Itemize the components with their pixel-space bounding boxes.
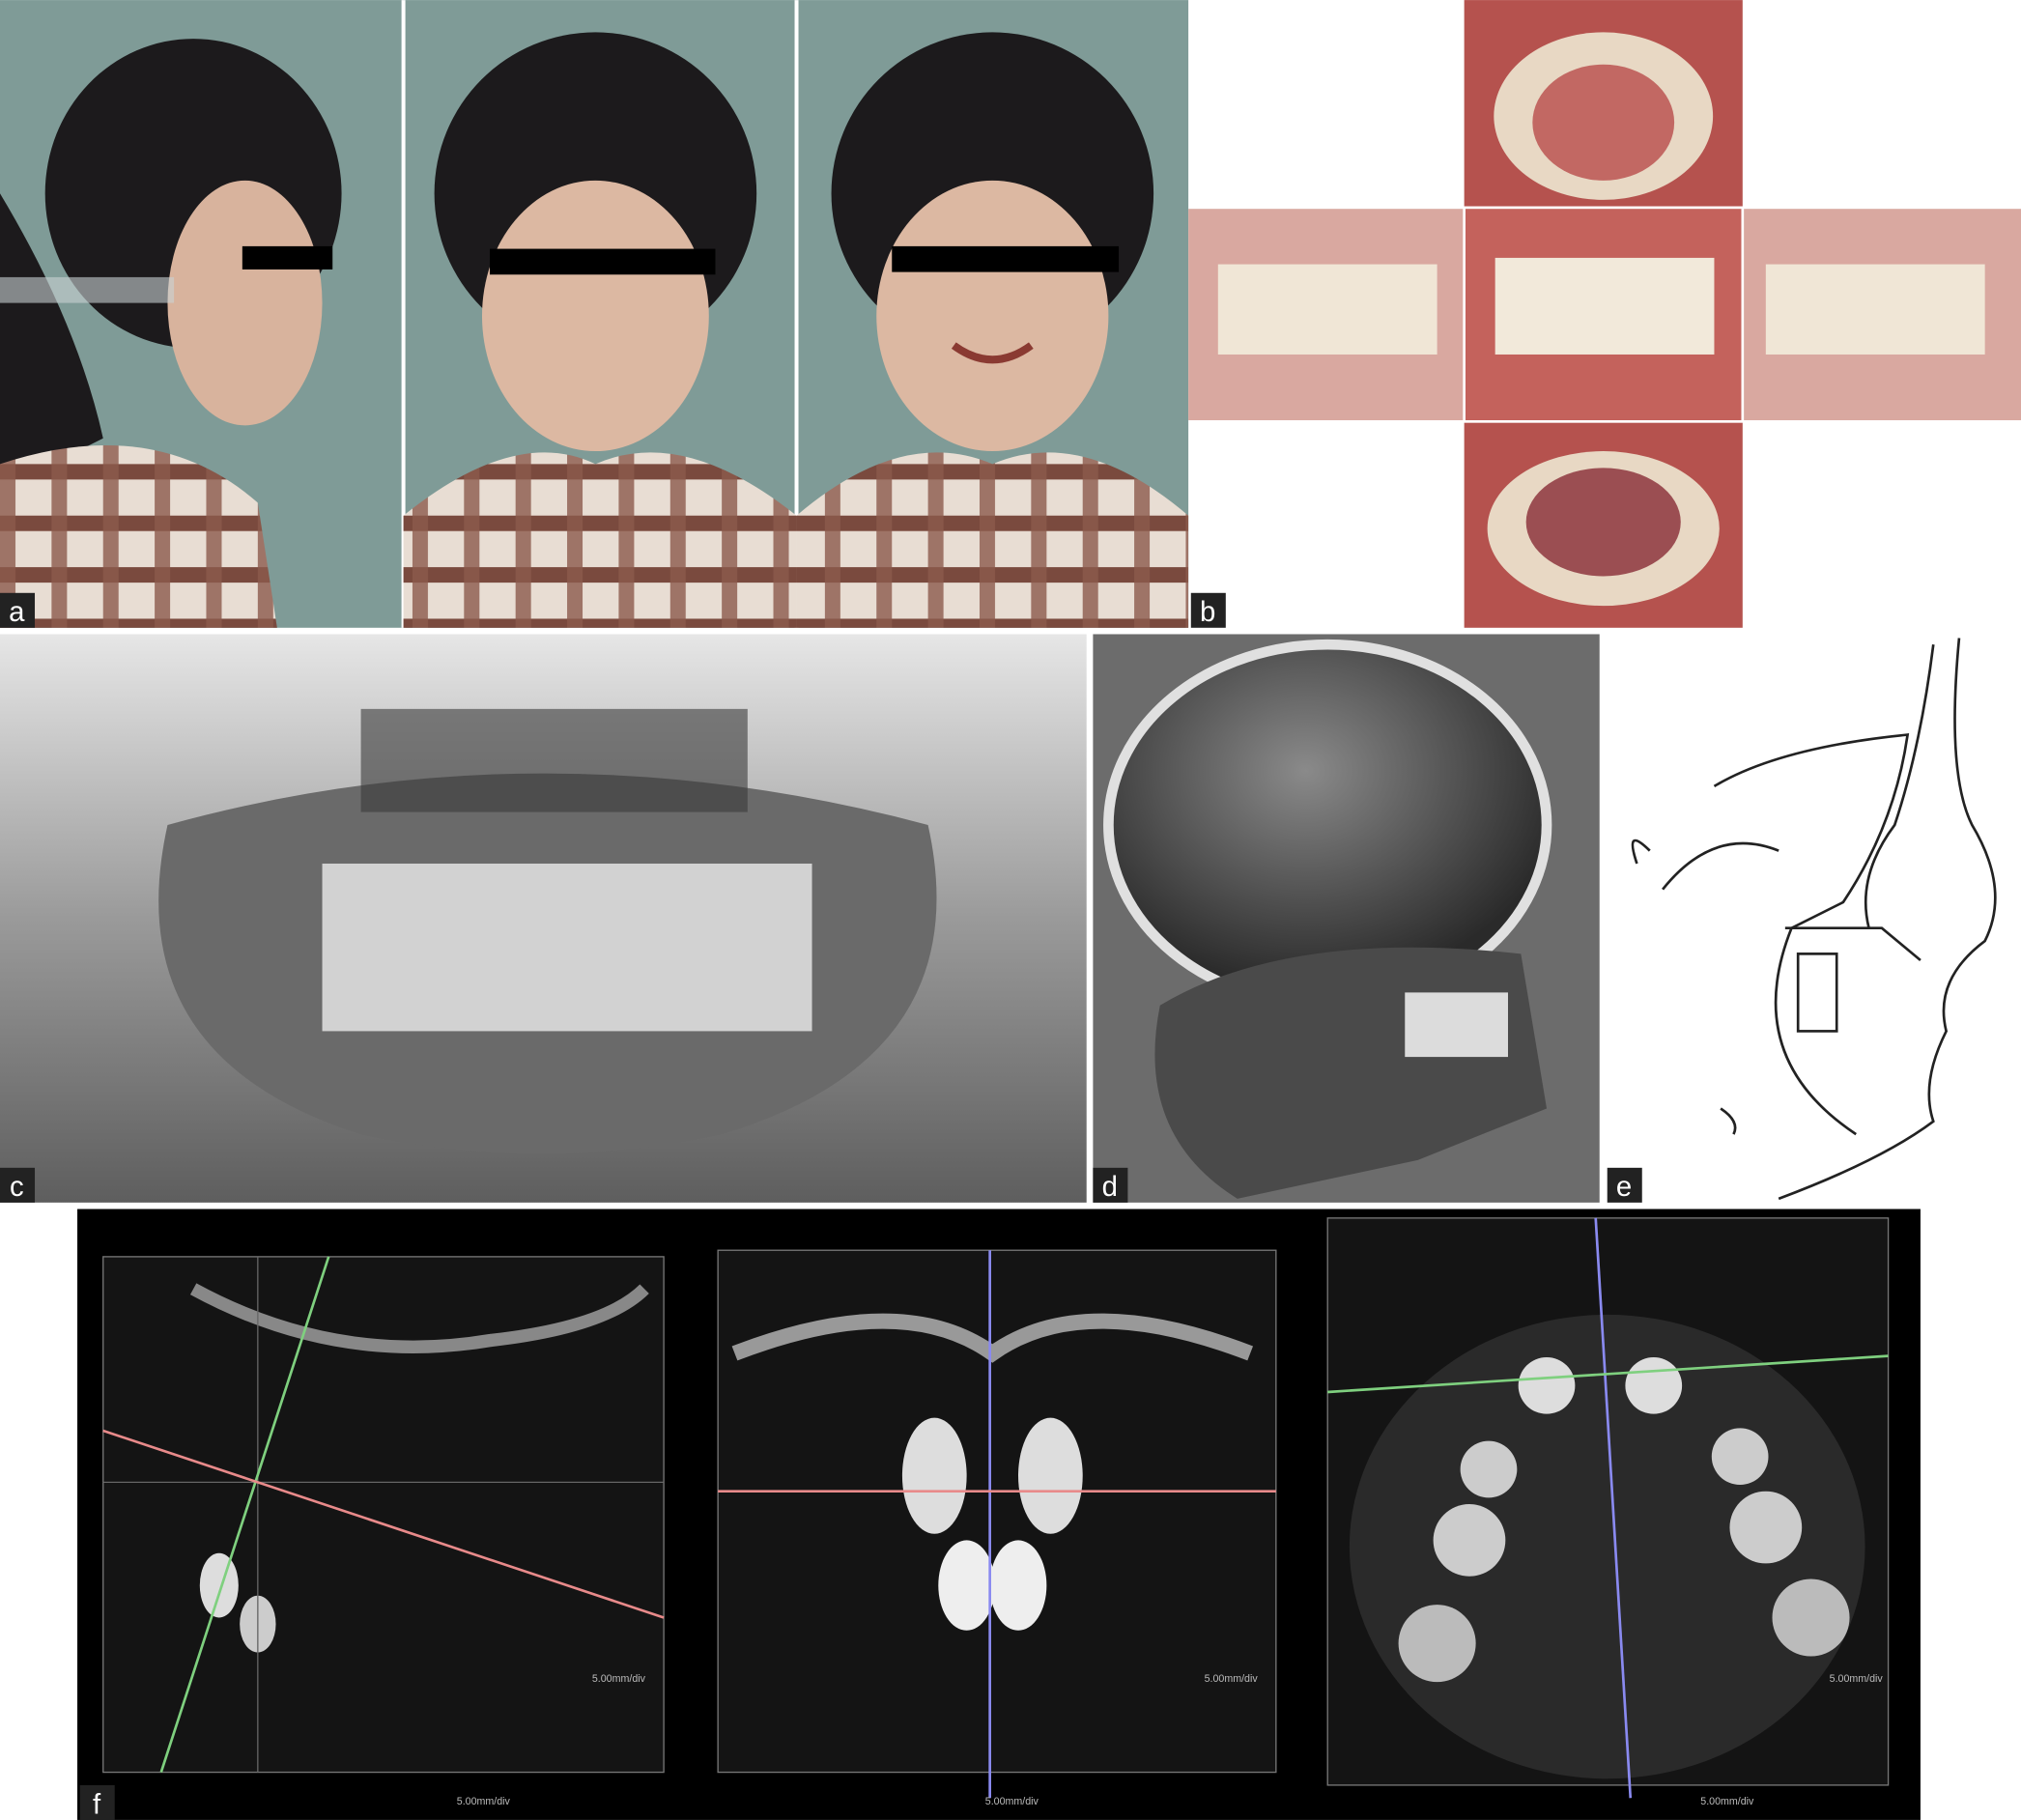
panel-b: b [1188,0,2021,628]
scale-label: 5.00mm/div [1830,1673,1884,1685]
panel-label: f [93,1788,101,1820]
panel-label: e [1616,1171,1632,1203]
panel-f: 5.00mm/div 5.00mm/div 5.00mm/div 5.00mm/… [77,1209,1921,1820]
panel-label: d [1102,1171,1118,1203]
scale-label: 5.00mm/div [457,1796,511,1807]
panel-label: b [1200,596,1215,628]
panel-c: c [0,634,1087,1203]
panel-label: c [10,1171,24,1203]
scale-label: 5.00mm/div [1205,1673,1259,1685]
panel-d: d [1093,634,1600,1203]
scale-label: 5.00mm/div [592,1673,646,1685]
panel-e: e [1607,638,1997,1203]
panel-a: a [0,0,1189,628]
panel-label: a [9,596,25,628]
scale-label: 5.00mm/div [985,1796,1039,1807]
scale-label: 5.00mm/div [1700,1796,1754,1807]
